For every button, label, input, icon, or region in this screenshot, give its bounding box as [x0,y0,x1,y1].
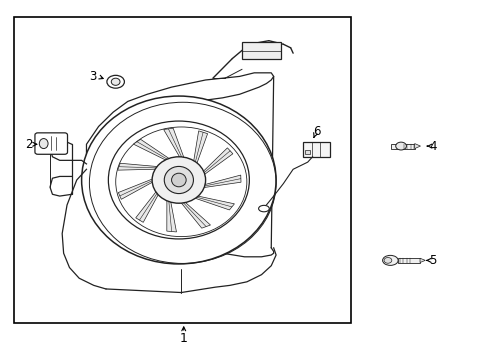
Polygon shape [133,139,177,164]
Polygon shape [193,175,241,189]
Bar [390,144,414,149]
Bar [14,18,351,323]
Text: 4: 4 [428,140,436,153]
FancyBboxPatch shape [35,133,67,154]
Polygon shape [185,194,234,210]
Ellipse shape [39,139,48,149]
Polygon shape [196,148,232,180]
Text: 2: 2 [25,138,32,151]
Bar [305,150,309,154]
Ellipse shape [258,205,269,212]
Text: 3: 3 [89,70,97,83]
Bar [397,258,419,262]
Ellipse shape [107,75,124,88]
Polygon shape [118,175,162,199]
Polygon shape [175,196,210,228]
Polygon shape [118,163,167,170]
Ellipse shape [171,173,186,187]
Ellipse shape [81,96,276,264]
Ellipse shape [111,78,120,85]
Bar [302,142,329,157]
Polygon shape [192,131,207,171]
Polygon shape [419,258,425,262]
Bar [242,42,281,59]
Ellipse shape [382,255,397,265]
Ellipse shape [383,257,391,263]
Polygon shape [136,184,163,222]
Ellipse shape [164,166,193,194]
Text: 5: 5 [428,254,436,267]
Ellipse shape [108,121,249,239]
Text: 6: 6 [312,125,320,138]
Ellipse shape [152,157,205,203]
Polygon shape [166,192,176,232]
Text: 1: 1 [180,333,187,346]
Polygon shape [163,128,186,165]
Ellipse shape [395,142,406,150]
Polygon shape [414,144,420,149]
